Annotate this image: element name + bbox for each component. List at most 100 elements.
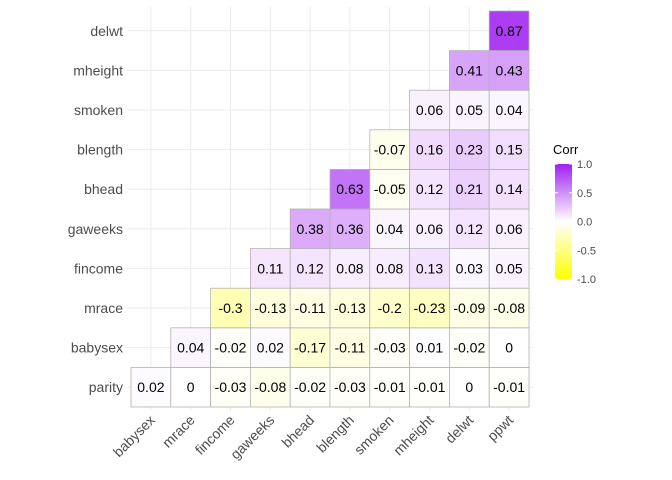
cell-label-mrace-delwt: -0.09 xyxy=(453,300,485,316)
cell-label-babysex-smoken: -0.03 xyxy=(374,340,406,356)
cell-label-parity-bhead: -0.02 xyxy=(294,379,326,395)
cell-parity-fincome xyxy=(210,366,251,408)
cell-label-mrace-smoken: -0.2 xyxy=(378,300,402,316)
cell-gaweeks-smoken xyxy=(369,208,410,249)
cell-label-parity-delwt: 0 xyxy=(465,379,473,395)
cell-bhead-ppwt xyxy=(488,168,530,210)
cell-label-fincome-ppwt: 0.05 xyxy=(495,260,522,276)
cell-fincome-delwt xyxy=(448,248,490,289)
cell-mheight-ppwt xyxy=(488,50,530,91)
cell-blength-mheight xyxy=(409,129,450,170)
cell-blength-smoken xyxy=(369,129,410,170)
cell-mrace-bhead xyxy=(289,287,331,329)
cell-label-mheight-delwt: 0.41 xyxy=(456,62,483,78)
cell-label-fincome-delwt: 0.03 xyxy=(456,260,483,276)
cell-label-gaweeks-blength: 0.36 xyxy=(336,221,363,237)
cell-label-parity-blength: -0.03 xyxy=(334,379,366,395)
y-tick-label-delwt: delwt xyxy=(90,23,123,39)
cell-babysex-fincome xyxy=(210,327,251,368)
color-legend: Corr 1.0 0.5 0.0 -0.5 -1.0 xyxy=(553,142,596,286)
x-tick-label-babysex: babysex xyxy=(110,412,158,460)
legend-tick-label: 1.0 xyxy=(577,159,592,171)
y-tick-label-babysex: babysex xyxy=(71,340,123,356)
cell-label-bhead-ppwt: 0.14 xyxy=(495,181,522,197)
cell-label-parity-smoken: -0.01 xyxy=(374,379,406,395)
y-tick-label-fincome: fincome xyxy=(74,260,123,276)
cell-babysex-bhead xyxy=(289,327,331,368)
cell-label-mrace-mheight: -0.23 xyxy=(414,300,446,316)
cell-label-fincome-smoken: 0.08 xyxy=(376,260,403,276)
cell-label-mheight-ppwt: 0.43 xyxy=(495,62,522,78)
legend-title: Corr xyxy=(553,142,579,157)
cell-label-babysex-bhead: -0.17 xyxy=(294,340,326,356)
cell-parity-mrace xyxy=(170,366,212,408)
cell-babysex-mrace xyxy=(170,327,212,368)
cell-label-parity-babysex: 0.02 xyxy=(137,379,164,395)
cell-gaweeks-delwt xyxy=(448,208,490,249)
x-tick-label-mheight: mheight xyxy=(390,412,437,459)
legend-ticks: 1.0 0.5 0.0 -0.5 -1.0 xyxy=(555,159,596,286)
cell-smoken-mheight xyxy=(409,89,450,131)
cell-label-gaweeks-ppwt: 0.06 xyxy=(495,221,522,237)
x-tick-label-blength: blength xyxy=(313,412,357,456)
heatmap-cells xyxy=(130,10,530,408)
cell-label-gaweeks-mheight: 0.06 xyxy=(416,221,443,237)
cell-label-babysex-blength: -0.11 xyxy=(334,340,365,356)
x-tick-label-smoken: smoken xyxy=(351,412,397,458)
cell-label-gaweeks-smoken: 0.04 xyxy=(376,221,403,237)
cell-parity-babysex xyxy=(130,366,172,408)
cell-label-babysex-mrace: 0.04 xyxy=(177,340,204,356)
cell-parity-mheight xyxy=(409,366,450,408)
cell-smoken-ppwt xyxy=(488,89,530,131)
legend-tick-label: 0.0 xyxy=(577,217,592,229)
y-tick-label-smoken: smoken xyxy=(74,102,123,118)
cell-label-babysex-fincome: -0.02 xyxy=(215,340,247,356)
cell-label-mrace-ppwt: -0.08 xyxy=(493,300,525,316)
y-tick-label-gaweeks: gaweeks xyxy=(68,221,123,237)
cell-label-babysex-ppwt: 0 xyxy=(505,340,513,356)
cell-fincome-ppwt xyxy=(488,248,530,289)
cell-label-smoken-delwt: 0.05 xyxy=(456,102,483,118)
cell-parity-blength xyxy=(329,366,371,408)
cell-label-fincome-mheight: 0.13 xyxy=(416,260,443,276)
cell-label-gaweeks-bhead: 0.38 xyxy=(296,221,323,237)
cell-label-parity-gaweeks: -0.08 xyxy=(254,379,286,395)
cell-bhead-smoken xyxy=(369,168,410,210)
cell-label-blength-smoken: -0.07 xyxy=(374,142,406,158)
cell-label-smoken-mheight: 0.06 xyxy=(416,102,443,118)
cell-mrace-mheight xyxy=(409,287,450,329)
cell-label-babysex-mheight: 0.01 xyxy=(416,340,443,356)
cell-label-bhead-blength: 0.63 xyxy=(336,181,363,197)
cell-smoken-delwt xyxy=(448,89,490,131)
y-tick-label-mrace: mrace xyxy=(84,300,123,316)
cell-labels: 0.02 0 -0.03 -0.08 -0.02 -0.03 -0.01 -0.01 0 -0.0… xyxy=(137,23,525,395)
cell-label-parity-mrace: 0 xyxy=(187,379,195,395)
cell-label-fincome-bhead: 0.12 xyxy=(296,260,323,276)
y-tick-label-parity: parity xyxy=(89,379,123,395)
cell-mrace-gaweeks xyxy=(249,287,291,329)
cell-label-parity-ppwt: -0.01 xyxy=(493,379,525,395)
cell-mrace-ppwt xyxy=(488,287,530,329)
cell-babysex-delwt xyxy=(448,327,490,368)
cell-mrace-delwt xyxy=(448,287,490,329)
legend-tick-label: -1.0 xyxy=(577,274,596,286)
cell-label-babysex-gaweeks: 0.02 xyxy=(257,340,284,356)
cell-delwt-ppwt xyxy=(488,10,530,51)
cell-label-fincome-blength: 0.08 xyxy=(336,260,363,276)
cell-babysex-mheight xyxy=(409,327,450,368)
cell-mrace-fincome xyxy=(210,287,251,329)
cell-bhead-delwt xyxy=(448,168,490,210)
cell-label-fincome-gaweeks: 0.11 xyxy=(257,260,283,276)
legend-colorbar xyxy=(555,164,572,279)
legend-tick-label: 0.5 xyxy=(577,188,592,200)
x-tick-label-delwt: delwt xyxy=(442,412,477,447)
cell-label-bhead-mheight: 0.12 xyxy=(416,181,443,197)
cell-label-mrace-gaweeks: -0.13 xyxy=(254,300,286,316)
y-tick-label-bhead: bhead xyxy=(84,181,123,197)
cell-label-mrace-bhead: -0.11 xyxy=(295,300,326,316)
cell-babysex-ppwt xyxy=(488,327,530,368)
cell-label-bhead-delwt: 0.21 xyxy=(456,181,483,197)
cell-label-delwt-ppwt: 0.87 xyxy=(495,23,522,39)
cell-gaweeks-ppwt xyxy=(488,208,530,249)
